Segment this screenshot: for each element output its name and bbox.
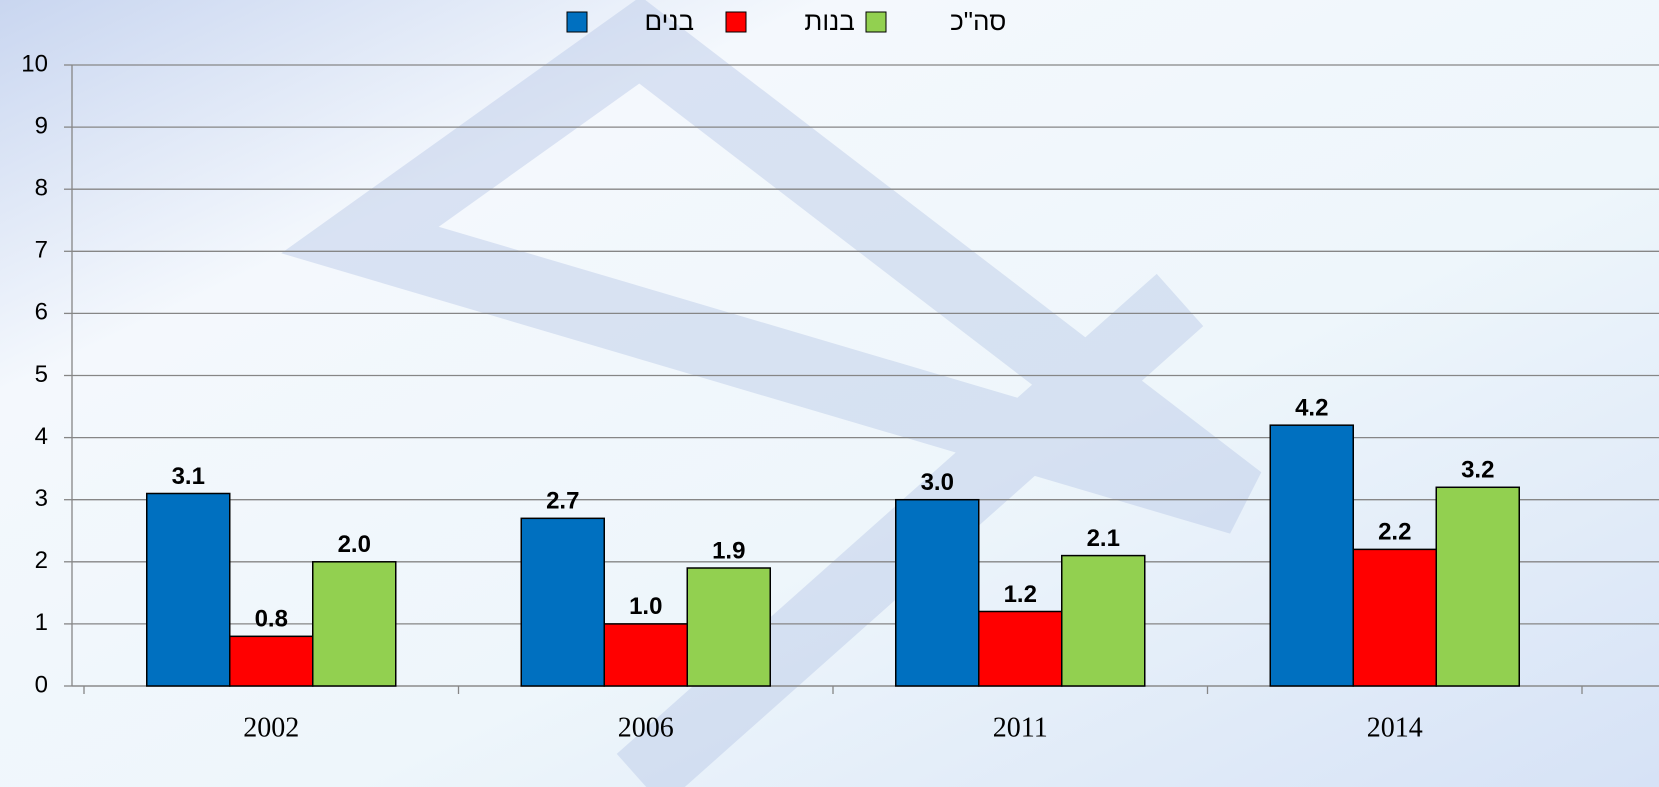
x-tick-label: 2014 [1367,712,1423,743]
bar [230,636,313,686]
x-tick-label: 2011 [993,712,1048,743]
x-tick-label: 2002 [243,712,299,743]
y-tick-label: 10 [21,50,48,77]
value-label: 2.2 [1378,519,1411,546]
y-tick-label: 0 [35,671,48,698]
bar [1436,487,1519,686]
chart: 0 1 2 3 4 5 6 7 8 9 10 2002 3.1 0.8 2.0 2006 2.7 1.0 1.9 20… [0,0,1659,787]
bar [1270,425,1353,686]
value-label: 2.1 [1087,525,1120,552]
y-tick-label: 9 [35,112,48,139]
value-label: 1.2 [1004,581,1037,608]
bar [604,624,687,686]
legend-swatch [567,12,587,32]
bar [147,493,230,686]
y-tick-label: 5 [35,361,48,388]
value-label: 2.7 [546,488,579,515]
value-label: 2.0 [338,531,371,558]
bar [1353,549,1436,686]
value-label: 1.0 [629,593,662,620]
legend-label: בנות [804,6,854,36]
value-label: 1.9 [712,537,745,564]
legend-swatch [726,12,746,32]
y-tick-label: 4 [35,423,48,450]
value-label: 4.2 [1295,395,1328,422]
x-tick-label: 2006 [618,712,674,743]
bar [979,611,1062,686]
y-tick-label: 3 [35,485,48,512]
value-label: 0.8 [255,606,288,633]
y-tick-label: 8 [35,175,48,202]
bar [521,518,604,686]
legend-label: בנים [645,6,695,36]
bar [1062,556,1145,686]
y-tick-label: 6 [35,299,48,326]
value-label: 3.0 [921,469,954,496]
value-label: 3.1 [172,463,205,490]
legend-label: סה"כ [950,6,1006,36]
y-tick-label: 2 [35,547,48,574]
bar [687,568,770,686]
y-tick-label: 1 [35,609,48,636]
bar [896,500,979,686]
bar [313,562,396,686]
y-tick-label: 7 [35,237,48,264]
value-label: 3.2 [1461,457,1494,484]
legend-swatch [866,12,886,32]
